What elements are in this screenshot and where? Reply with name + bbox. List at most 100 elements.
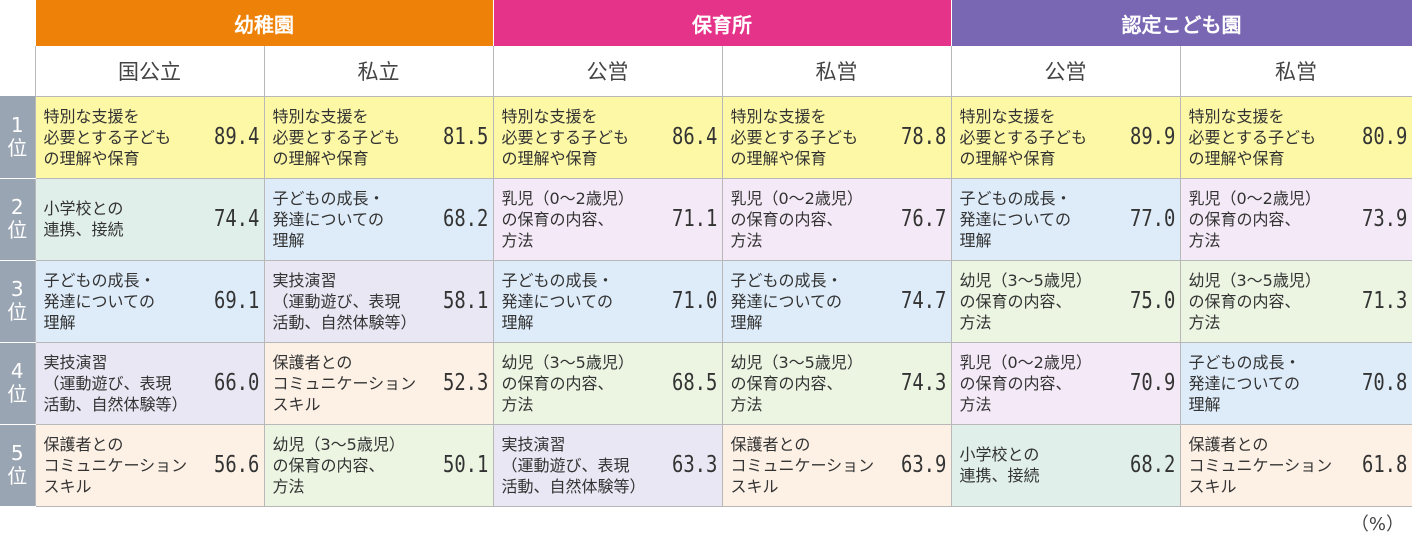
item-value: 68.5	[672, 370, 718, 396]
rank-rows: 1 位特別な支援を 必要とする子ども の理解や保育 89.4 特別な支援を 必要とする子ども…	[0, 95, 1412, 507]
item-value: 89.9	[1130, 124, 1176, 150]
item-label-line: の保育の内容、	[501, 373, 614, 393]
item-label-line: の保育の内容、	[272, 455, 385, 475]
item-label-line: 連携、接続	[959, 466, 1040, 485]
sub-header-row: 国公立 私立 公営 私営 公営 私営	[0, 46, 1412, 97]
item-value: 58.1	[443, 288, 489, 314]
item-label-line: の保育の内容、	[1188, 209, 1301, 229]
item-value: 76.7	[901, 206, 947, 232]
item-value: 61.8	[1362, 452, 1408, 478]
rank-number: 5	[10, 441, 24, 465]
item-value: 50.1	[443, 452, 489, 478]
group-header-row: 幼稚園 保育所 認定こども園	[0, 0, 1412, 46]
item-label-line: 特別な支援を	[730, 106, 827, 126]
table-cell: 特別な支援を 必要とする子ども の理解や保育 86.4	[492, 95, 723, 179]
item-label-line: 小学校との	[959, 445, 1040, 464]
item-label-line: の保育の内容、	[1188, 291, 1301, 311]
item-label-line: コミュニケーション	[1188, 455, 1333, 475]
item-label: 実技演習 （運動遊び、表現 活動、自然体験等）	[273, 270, 417, 333]
rank-row: 1 位特別な支援を 必要とする子ども の理解や保育 89.4 特別な支援を 必要とする子ども…	[0, 95, 1412, 179]
table-cell: 幼児（3～5歳児） の保育の内容、 方法 75.0	[950, 259, 1181, 343]
item-label-line: 連携、接続	[43, 220, 124, 239]
item-label-line: 特別な支援を	[272, 106, 369, 126]
table-cell: 幼児（3～5歳児） の保育の内容、 方法 71.3	[1179, 259, 1412, 343]
item-label-line: 発達についての	[501, 291, 614, 311]
table-cell: 保護者との コミュニケーション スキル 63.9	[721, 423, 952, 507]
item-label: 幼児（3～5歳児） の保育の内容、 方法	[273, 434, 405, 497]
item-label-line: 方法	[1188, 230, 1221, 250]
item-label-line: スキル	[272, 394, 321, 414]
item-label: 小学校との連携、接続	[44, 198, 124, 240]
item-value: 69.1	[214, 288, 260, 314]
rank-suffix: 位	[7, 300, 28, 324]
item-label-line: 小学校との	[43, 199, 124, 218]
item-label-line: スキル	[730, 476, 779, 496]
item-label: 特別な支援を 必要とする子ども の理解や保育	[960, 106, 1088, 169]
item-label-line: の理解や保育	[959, 148, 1056, 168]
sub-header: 私営	[721, 46, 952, 97]
item-label-line: 必要とする子ども	[272, 127, 401, 147]
item-label-line: 子どもの成長・	[1188, 352, 1301, 372]
item-value: 71.3	[1362, 288, 1408, 314]
item-label-line: スキル	[43, 476, 92, 496]
item-label-line: 理解	[730, 312, 763, 332]
item-label-line: の理解や保育	[501, 148, 598, 168]
table-cell: 特別な支援を 必要とする子ども の理解や保育 80.9	[1179, 95, 1412, 179]
item-label-line: の保育の内容、	[959, 373, 1072, 393]
item-label-line: 保護者との	[43, 434, 124, 454]
item-label-line: 方法	[501, 394, 534, 414]
item-label-line: 発達についての	[1188, 373, 1301, 393]
table-cell: 乳児（0～2歳児） の保育の内容、 方法 73.9	[1179, 177, 1412, 261]
item-label: 特別な支援を 必要とする子ども の理解や保育	[273, 106, 401, 169]
item-label: 乳児（0～2歳児） の保育の内容、 方法	[502, 188, 634, 251]
item-label-line: 活動、自然体験等）	[501, 476, 646, 496]
item-label-line: の保育の内容、	[730, 209, 843, 229]
table-cell: 幼児（3～5歳児） の保育の内容、 方法 50.1	[263, 423, 494, 507]
item-label-line: 方法	[959, 394, 992, 414]
item-label-line: スキル	[1188, 476, 1237, 496]
item-value: 89.4	[214, 124, 260, 150]
item-label-line: 幼児（3～5歳児）	[1188, 270, 1321, 290]
table-cell: 子どもの成長・ 発達についての 理解 69.1	[34, 259, 265, 343]
rank-suffix: 位	[7, 135, 28, 160]
rank-row: 5 位保護者との コミュニケーション スキル 56.6 幼児（3～5歳児） の保育の内容、方…	[0, 423, 1412, 507]
item-label-line: 発達についての	[43, 291, 156, 311]
item-value: 63.3	[672, 452, 718, 478]
item-label: 幼児（3～5歳児） の保育の内容、 方法	[731, 352, 863, 415]
item-value: 86.4	[672, 124, 718, 150]
item-label: 子どもの成長・ 発達についての 理解	[1189, 352, 1301, 415]
item-label: 乳児（0～2歳児） の保育の内容、 方法	[731, 188, 863, 251]
item-label-line: 方法	[272, 476, 305, 496]
rank-number: 1	[10, 112, 24, 137]
table-cell: 特別な支援を 必要とする子ども の理解や保育 89.4	[34, 95, 265, 179]
table-cell: 保護者との コミュニケーション スキル 61.8	[1179, 423, 1412, 507]
item-label-line: の理解や保育	[272, 148, 369, 168]
item-label-line: 特別な支援を	[501, 106, 598, 126]
item-label: 実技演習 （運動遊び、表現 活動、自然体験等）	[502, 434, 646, 497]
item-label: 子どもの成長・ 発達についての 理解	[731, 270, 843, 333]
item-label-line: 方法	[730, 394, 763, 414]
item-label: 実技演習 （運動遊び、表現 活動、自然体験等）	[44, 352, 188, 415]
rank-number: 3	[10, 277, 24, 301]
rank-row: 4 位実技演習 （運動遊び、表現 活動、自然体験等） 66.0 保護者との コミュニケーショ…	[0, 341, 1412, 425]
item-label-line: 実技演習	[501, 434, 566, 454]
item-label-line: 必要とする子ども	[501, 127, 630, 147]
item-value: 52.3	[443, 370, 489, 396]
item-label-line: 子どもの成長・	[43, 270, 156, 290]
rank-row: 2 位小学校との 連携、接続 74.4 子どもの成長・ 発達についての 理解 68.2 乳児（0…	[0, 177, 1412, 261]
table-cell: 保護者との コミュニケーション スキル 56.6	[34, 423, 265, 507]
item-value: 78.8	[901, 124, 947, 150]
item-label: 小学校との連携、接続	[960, 444, 1040, 486]
item-label: 特別な支援を 必要とする子ども の理解や保育	[731, 106, 859, 169]
item-value: 74.7	[901, 288, 947, 314]
table-cell: 子どもの成長・ 発達についての 理解 71.0	[492, 259, 723, 343]
item-label-line: の保育の内容、	[730, 373, 843, 393]
item-value: 68.2	[443, 206, 489, 232]
item-label-line: 理解	[501, 312, 534, 332]
item-label-line: 活動、自然体験等）	[43, 394, 188, 414]
item-value: 70.8	[1362, 370, 1408, 396]
rank-number: 2	[10, 195, 24, 219]
item-label: 子どもの成長・ 発達についての 理解	[960, 188, 1072, 251]
